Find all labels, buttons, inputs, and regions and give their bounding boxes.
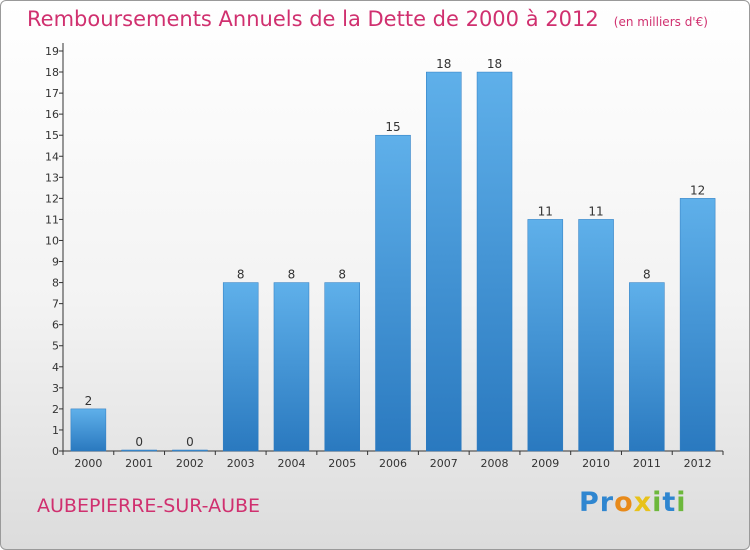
- chart-title: Remboursements Annuels de la Dette de 20…: [27, 7, 599, 31]
- x-tick-label: 2002: [176, 457, 204, 470]
- logo-letter: i: [652, 487, 663, 518]
- x-tick-label: 2007: [430, 457, 458, 470]
- y-tick-label: 16: [45, 108, 59, 121]
- bar: [578, 219, 614, 452]
- y-tick-label: 1: [52, 424, 59, 437]
- value-labels: 2 0 0 8 8 8 15 18 18 11 11 8 12: [85, 57, 706, 449]
- y-tick-label: 2: [52, 403, 59, 416]
- y-tick-label: 6: [52, 319, 59, 332]
- bar: [629, 282, 665, 452]
- bar-value-label: 18: [436, 57, 451, 71]
- bar-value-label: 8: [288, 268, 296, 282]
- bar-value-label: 11: [588, 204, 603, 218]
- y-tick-label: 12: [45, 192, 59, 205]
- y-tick-label: 19: [45, 45, 59, 58]
- bar: [375, 134, 411, 452]
- bar: [527, 219, 564, 452]
- y-tick-label: 11: [45, 213, 59, 226]
- bar: [172, 449, 208, 452]
- bar-value-label: 11: [538, 204, 553, 218]
- bar-value-label: 12: [690, 183, 705, 197]
- proxiti-logo: Proxiti: [579, 487, 687, 518]
- bar-value-label: 15: [385, 120, 400, 134]
- logo-letter: P: [579, 487, 600, 518]
- bar-value-label: 0: [135, 435, 143, 449]
- x-tick-label: 2004: [277, 457, 305, 470]
- logo-letter: o: [614, 487, 634, 518]
- x-tick-label: 2005: [328, 457, 356, 470]
- y-tick-label: 10: [45, 234, 59, 247]
- y-tick-label: 15: [45, 129, 59, 142]
- x-tick-label: 2006: [379, 457, 407, 470]
- x-tick-label: 2003: [227, 457, 255, 470]
- bar: [426, 71, 462, 452]
- chart-unit: (en milliers d'€): [613, 15, 708, 29]
- bar-value-label: 18: [487, 57, 502, 71]
- y-tick-label: 5: [52, 340, 59, 353]
- y-tick-label: 7: [52, 298, 59, 311]
- y-tick-label: 3: [52, 382, 59, 395]
- bars: [70, 71, 716, 452]
- x-axis: 2000 2001 2002 2003 2004 2005 2006 2007 2008 2009…: [62, 450, 724, 470]
- y-tick-label: 0: [52, 445, 59, 458]
- bar: [679, 198, 716, 452]
- x-tick-label: 2001: [125, 457, 153, 470]
- x-tick-label: 2000: [74, 457, 102, 470]
- bar: [476, 71, 513, 452]
- bar-value-label: 8: [237, 268, 245, 282]
- logo-letter: t: [662, 487, 677, 518]
- bar: [324, 282, 360, 452]
- y-tick-label: 4: [52, 361, 59, 374]
- x-tick-label: 2012: [684, 457, 712, 470]
- chart-title-block: Remboursements Annuels de la Dette de 20…: [27, 7, 708, 31]
- bar: [121, 449, 157, 452]
- y-tick-label: 9: [52, 256, 59, 269]
- y-tick-label: 8: [52, 277, 59, 290]
- bar-value-label: 8: [338, 268, 346, 282]
- y-tick-label: 17: [45, 87, 59, 100]
- x-tick-label: 2010: [582, 457, 610, 470]
- y-tick-label: 14: [45, 150, 59, 163]
- x-tick-label: 2011: [633, 457, 661, 470]
- bar-value-label: 0: [186, 435, 194, 449]
- logo-letter: r: [599, 487, 615, 518]
- logo-letter: x: [633, 487, 653, 518]
- bar: [70, 408, 107, 452]
- y-tick-label: 13: [45, 171, 59, 184]
- bar: [222, 282, 259, 452]
- x-tick-label: 2009: [531, 457, 559, 470]
- bar-value-label: 8: [643, 268, 651, 282]
- x-tick-label: 2008: [481, 457, 509, 470]
- bar: [273, 282, 310, 452]
- commune-name: AUBEPIERRE-SUR-AUBE: [37, 495, 261, 517]
- y-tick-label: 18: [45, 66, 59, 79]
- logo-letter: i: [676, 487, 687, 518]
- bar-value-label: 2: [85, 394, 93, 408]
